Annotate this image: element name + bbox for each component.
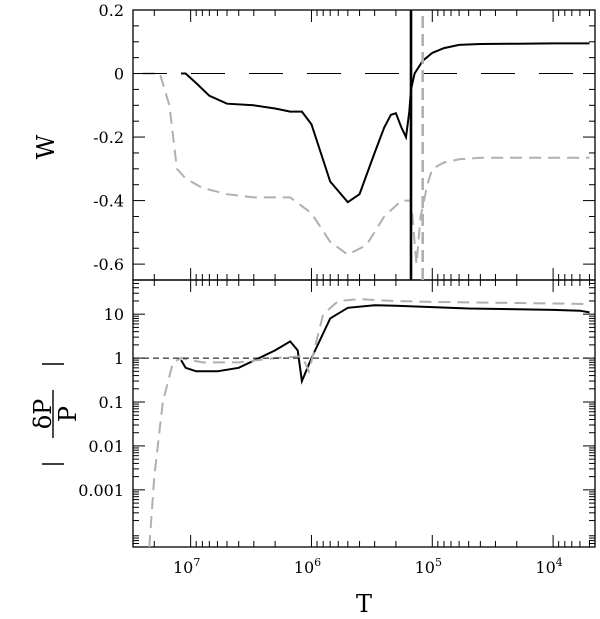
top-y-tick-label: -0.6: [93, 255, 124, 274]
top-panel-series: [133, 10, 595, 280]
bottom-panel-series: [133, 298, 595, 548]
x-tick-label: 107: [173, 556, 200, 577]
bottom-series-dashed-gray: [148, 298, 590, 548]
bottom-y-tick-label: 0.1: [99, 393, 124, 412]
top-y-tick-label: -0.2: [93, 128, 124, 147]
top-panel-frame: [132, 9, 596, 281]
bottom-ylabel-denominator: P: [54, 406, 82, 422]
x-tick-label: 106: [294, 556, 321, 577]
x-ticks: 107 106 105 104: [132, 10, 590, 577]
top-y-tick-label: 0.2: [99, 1, 124, 20]
top-y-tick-label: -0.4: [93, 192, 124, 211]
top-series-dashed-gray: [142, 72, 590, 265]
bottom-panel-frame: [132, 279, 596, 548]
bottom-ylabel: δP P: [29, 363, 82, 465]
top-y-ticks: 0.2 0 -0.2 -0.4 -0.6: [93, 1, 595, 274]
x-axis-label: T: [356, 590, 372, 618]
top-ylabel: W: [32, 134, 60, 159]
x-tick-label: 105: [415, 556, 442, 577]
x-tick-label: 104: [535, 556, 562, 577]
bottom-y-tick-label: 10: [104, 305, 124, 324]
bottom-series-solid-black: [180, 304, 590, 385]
bottom-y-ticks: 10 1 0.1 0.01 0.001: [78, 279, 595, 548]
bottom-y-tick-label: 0.01: [88, 437, 124, 456]
bottom-y-tick-label: 0.001: [78, 481, 124, 500]
top-y-tick-label: 0: [114, 65, 124, 84]
top-series-solid-black: [181, 42, 590, 204]
bottom-y-tick-label: 1: [114, 349, 124, 368]
